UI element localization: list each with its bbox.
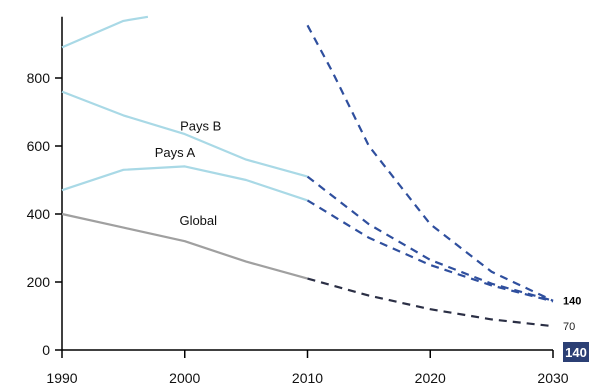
series-1-projection-line (306, 24, 554, 302)
series-label: Pays B (180, 119, 221, 134)
y-tick-label: 0 (42, 342, 50, 358)
y-tick-label: 200 (27, 274, 51, 290)
y-tick-label: 600 (27, 138, 51, 154)
axes (61, 16, 553, 351)
x-axis-ticks: 1990 2000 2010 2020 2030 (46, 350, 569, 386)
end-value-label: 70 (563, 321, 575, 333)
pays-a-historical-line (61, 165, 308, 202)
series-labels: Pays B Pays A Global (155, 119, 222, 228)
end-value-label: 140 (563, 296, 581, 308)
pays-b-historical-line (61, 90, 308, 178)
badge-label: 140 (565, 345, 587, 360)
x-tick-label: 1990 (46, 370, 77, 386)
series-label: Global (179, 213, 217, 228)
pays-b-projection-line (306, 175, 554, 302)
y-tick-label: 400 (27, 206, 51, 222)
y-tick-label: 800 (27, 70, 51, 86)
global-historical-line (61, 212, 308, 280)
series-label: Pays A (155, 145, 196, 160)
value-badge: 140 (563, 342, 589, 362)
x-tick-label: 2010 (292, 370, 323, 386)
series-group (61, 15, 554, 328)
x-tick-label: 2000 (169, 370, 200, 386)
x-tick-label: 2020 (415, 370, 446, 386)
series-1-historical-line (61, 15, 149, 49)
badge-background (563, 342, 589, 362)
pays-a-projection-line (306, 199, 554, 303)
y-axis-ticks: 0 200 400 600 800 (27, 70, 62, 358)
global-projection-line (307, 277, 554, 328)
x-tick-label: 2030 (537, 370, 568, 386)
end-value-labels: 140 70 (563, 296, 581, 334)
